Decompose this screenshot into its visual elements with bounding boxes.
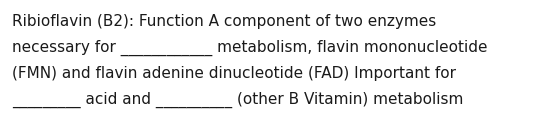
- Text: _________ acid and __________ (other B Vitamin) metabolism: _________ acid and __________ (other B V…: [12, 92, 463, 108]
- Text: Ribioflavin (B2): Function A component of two enzymes: Ribioflavin (B2): Function A component o…: [12, 14, 436, 29]
- Text: necessary for ____________ metabolism, flavin mononucleotide: necessary for ____________ metabolism, f…: [12, 40, 488, 56]
- Text: (FMN) and flavin adenine dinucleotide (FAD) Important for: (FMN) and flavin adenine dinucleotide (F…: [12, 66, 456, 81]
